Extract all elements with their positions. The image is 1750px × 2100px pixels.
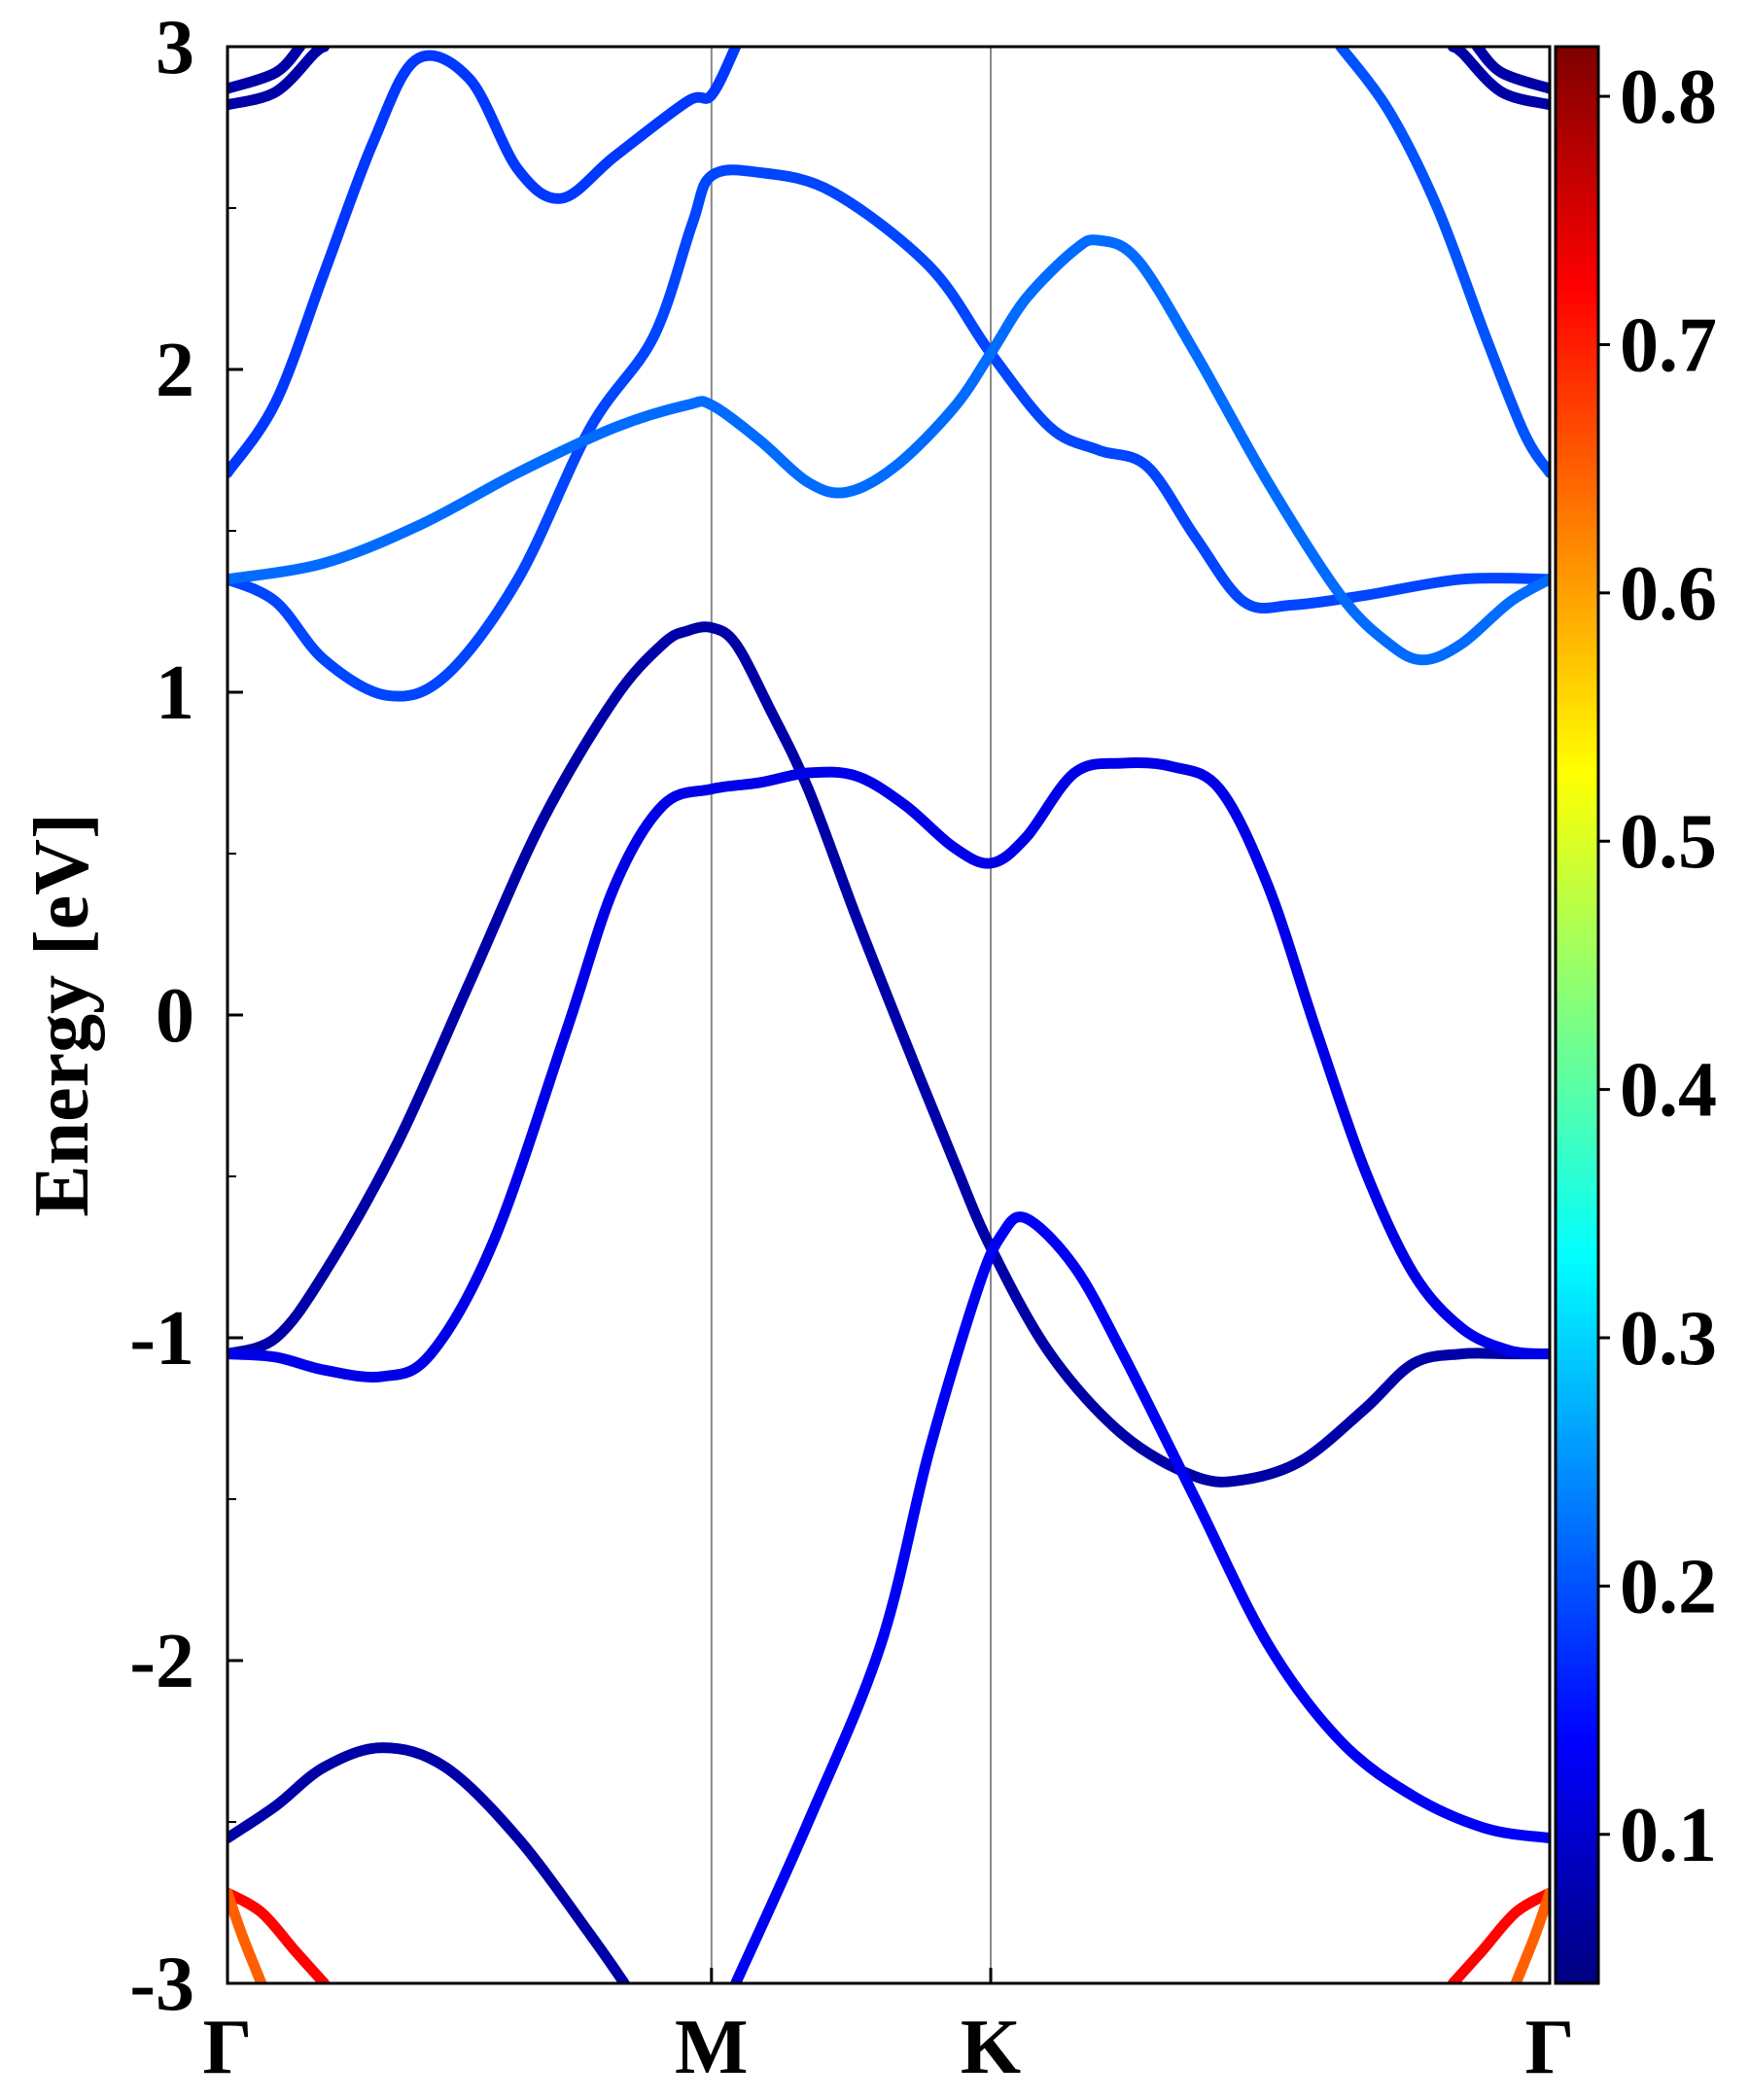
x-tick-label: Γ	[1525, 2005, 1575, 2090]
band-line-15	[1510, 1887, 1550, 1983]
colorbar-tick-label: 0.5	[1620, 799, 1717, 885]
y-tick-label: -1	[129, 1296, 194, 1382]
band-line-6	[730, 1211, 1550, 1983]
y-axis: 3 2 1 0 -1 -2 -3	[129, 5, 243, 2027]
y-tick-label: 1	[156, 650, 194, 736]
x-tick-label: Γ	[203, 2005, 253, 2090]
band-line-3	[1335, 47, 1550, 478]
band-line-1	[228, 164, 1550, 702]
y-axis-title: Energy [eV]	[19, 813, 105, 1216]
band-line-9	[228, 47, 306, 94]
colorbar-tick-label: 0.4	[1620, 1048, 1717, 1134]
y-tick-label: 3	[156, 5, 194, 90]
kpoint-lines	[710, 47, 993, 1983]
x-tick-label: M	[675, 2005, 749, 2090]
y-tick-label: -3	[129, 1942, 194, 2027]
x-tick-label: K	[961, 2005, 1021, 2090]
band-line-7	[228, 1742, 630, 1983]
band-line-4	[228, 621, 1550, 1488]
bands	[228, 47, 1550, 1983]
band-line-2	[228, 234, 1550, 666]
colorbar-tick-label: 0.7	[1620, 302, 1717, 388]
band-line-5	[228, 756, 1550, 1382]
colorbar-tick-label: 0.6	[1620, 551, 1717, 637]
colorbar-axis: 0.8 0.7 0.6 0.5 0.4 0.3 0.2 0.1	[1598, 54, 1717, 1878]
colorbar-tick-label: 0.1	[1620, 1793, 1717, 1878]
band-line-14	[1447, 1887, 1550, 1983]
band-line-12	[228, 1887, 331, 1983]
y-tick-label: 2	[156, 328, 194, 413]
colorbar-tick-label: 0.8	[1620, 54, 1717, 140]
colorbar-tick-label: 0.3	[1620, 1296, 1717, 1382]
band-line-0	[228, 47, 742, 478]
plot-frame	[226, 45, 1552, 1985]
colorbar-tick-label: 0.2	[1620, 1544, 1717, 1629]
y-tick-label: 0	[156, 973, 194, 1059]
band-line-13	[228, 1887, 267, 1983]
y-tick-label: -2	[129, 1619, 194, 1704]
colorbar	[1554, 45, 1600, 1985]
band-line-11	[1471, 47, 1550, 94]
